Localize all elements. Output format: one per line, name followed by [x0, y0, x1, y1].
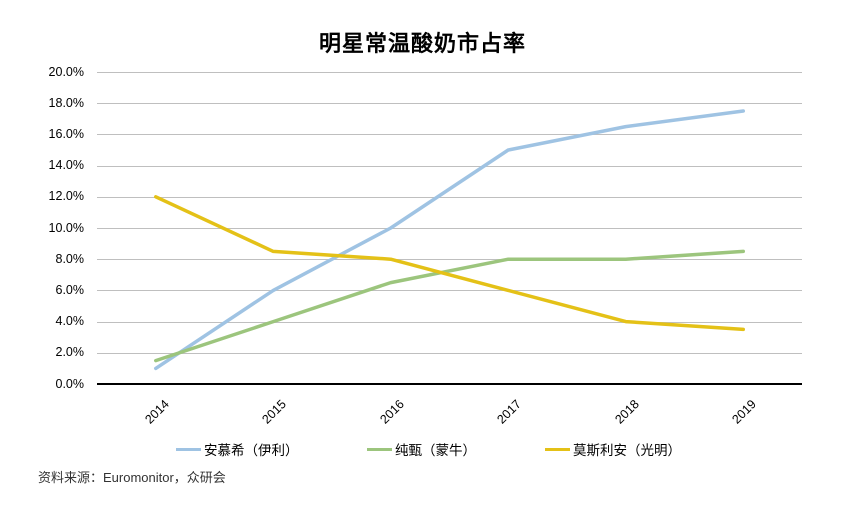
- series-lines: [154, 109, 745, 371]
- gridline: [97, 134, 802, 136]
- x-tick-label: 2019: [729, 397, 760, 427]
- y-tick-label: 10.0%: [48, 220, 84, 235]
- y-tick-label: 20.0%: [48, 64, 84, 79]
- y-tick-label: 6.0%: [55, 282, 85, 297]
- legend-line-marker: [367, 447, 392, 451]
- legend-label: 纯甄（蒙牛）: [395, 443, 476, 458]
- x-tick-label: 2017: [494, 397, 525, 427]
- gridline: [97, 321, 802, 323]
- x-tick-label: 2014: [142, 397, 172, 427]
- gridline: [97, 72, 802, 73]
- legend-item: 安慕希（伊利）: [176, 441, 299, 458]
- series-line-0: [154, 109, 745, 371]
- y-tick-label: 14.0%: [48, 158, 84, 173]
- y-tick-label: 8.0%: [55, 251, 85, 266]
- gridline: [97, 290, 802, 292]
- y-tick-label: 2.0%: [55, 345, 85, 360]
- y-tick-label: 18.0%: [48, 95, 84, 110]
- legend-line-marker: [176, 447, 201, 451]
- gridline: [97, 228, 802, 229]
- x-axis-line: [97, 383, 802, 385]
- gridline: [97, 196, 802, 198]
- chart-title: 明星常温酸奶市占率: [318, 31, 526, 56]
- legend-line-marker: [545, 447, 570, 451]
- y-tick-label: 12.0%: [48, 189, 84, 204]
- legend-item: 莫斯利安（光明）: [545, 441, 681, 458]
- x-tick-label: 2018: [612, 397, 642, 427]
- gridline: [97, 352, 802, 354]
- x-tick-label: 2015: [259, 397, 290, 427]
- gridline: [97, 103, 802, 105]
- source-note: 资料来源：Euromonitor，众研会: [38, 470, 226, 485]
- gridline: [97, 165, 802, 167]
- y-tick-label: 16.0%: [48, 126, 84, 141]
- gridline: [97, 259, 802, 261]
- legend-label: 安慕希（伊利）: [204, 443, 299, 458]
- legend-label: 莫斯利安（光明）: [573, 443, 681, 458]
- plot-area: [97, 72, 802, 385]
- series-line-2: [154, 195, 745, 332]
- x-tick-label: 2016: [377, 397, 407, 427]
- y-tick-label: 4.0%: [55, 314, 85, 329]
- legend-item: 纯甄（蒙牛）: [367, 441, 476, 458]
- y-tick-label: 0.0%: [55, 376, 85, 391]
- series-line-1: [154, 249, 745, 363]
